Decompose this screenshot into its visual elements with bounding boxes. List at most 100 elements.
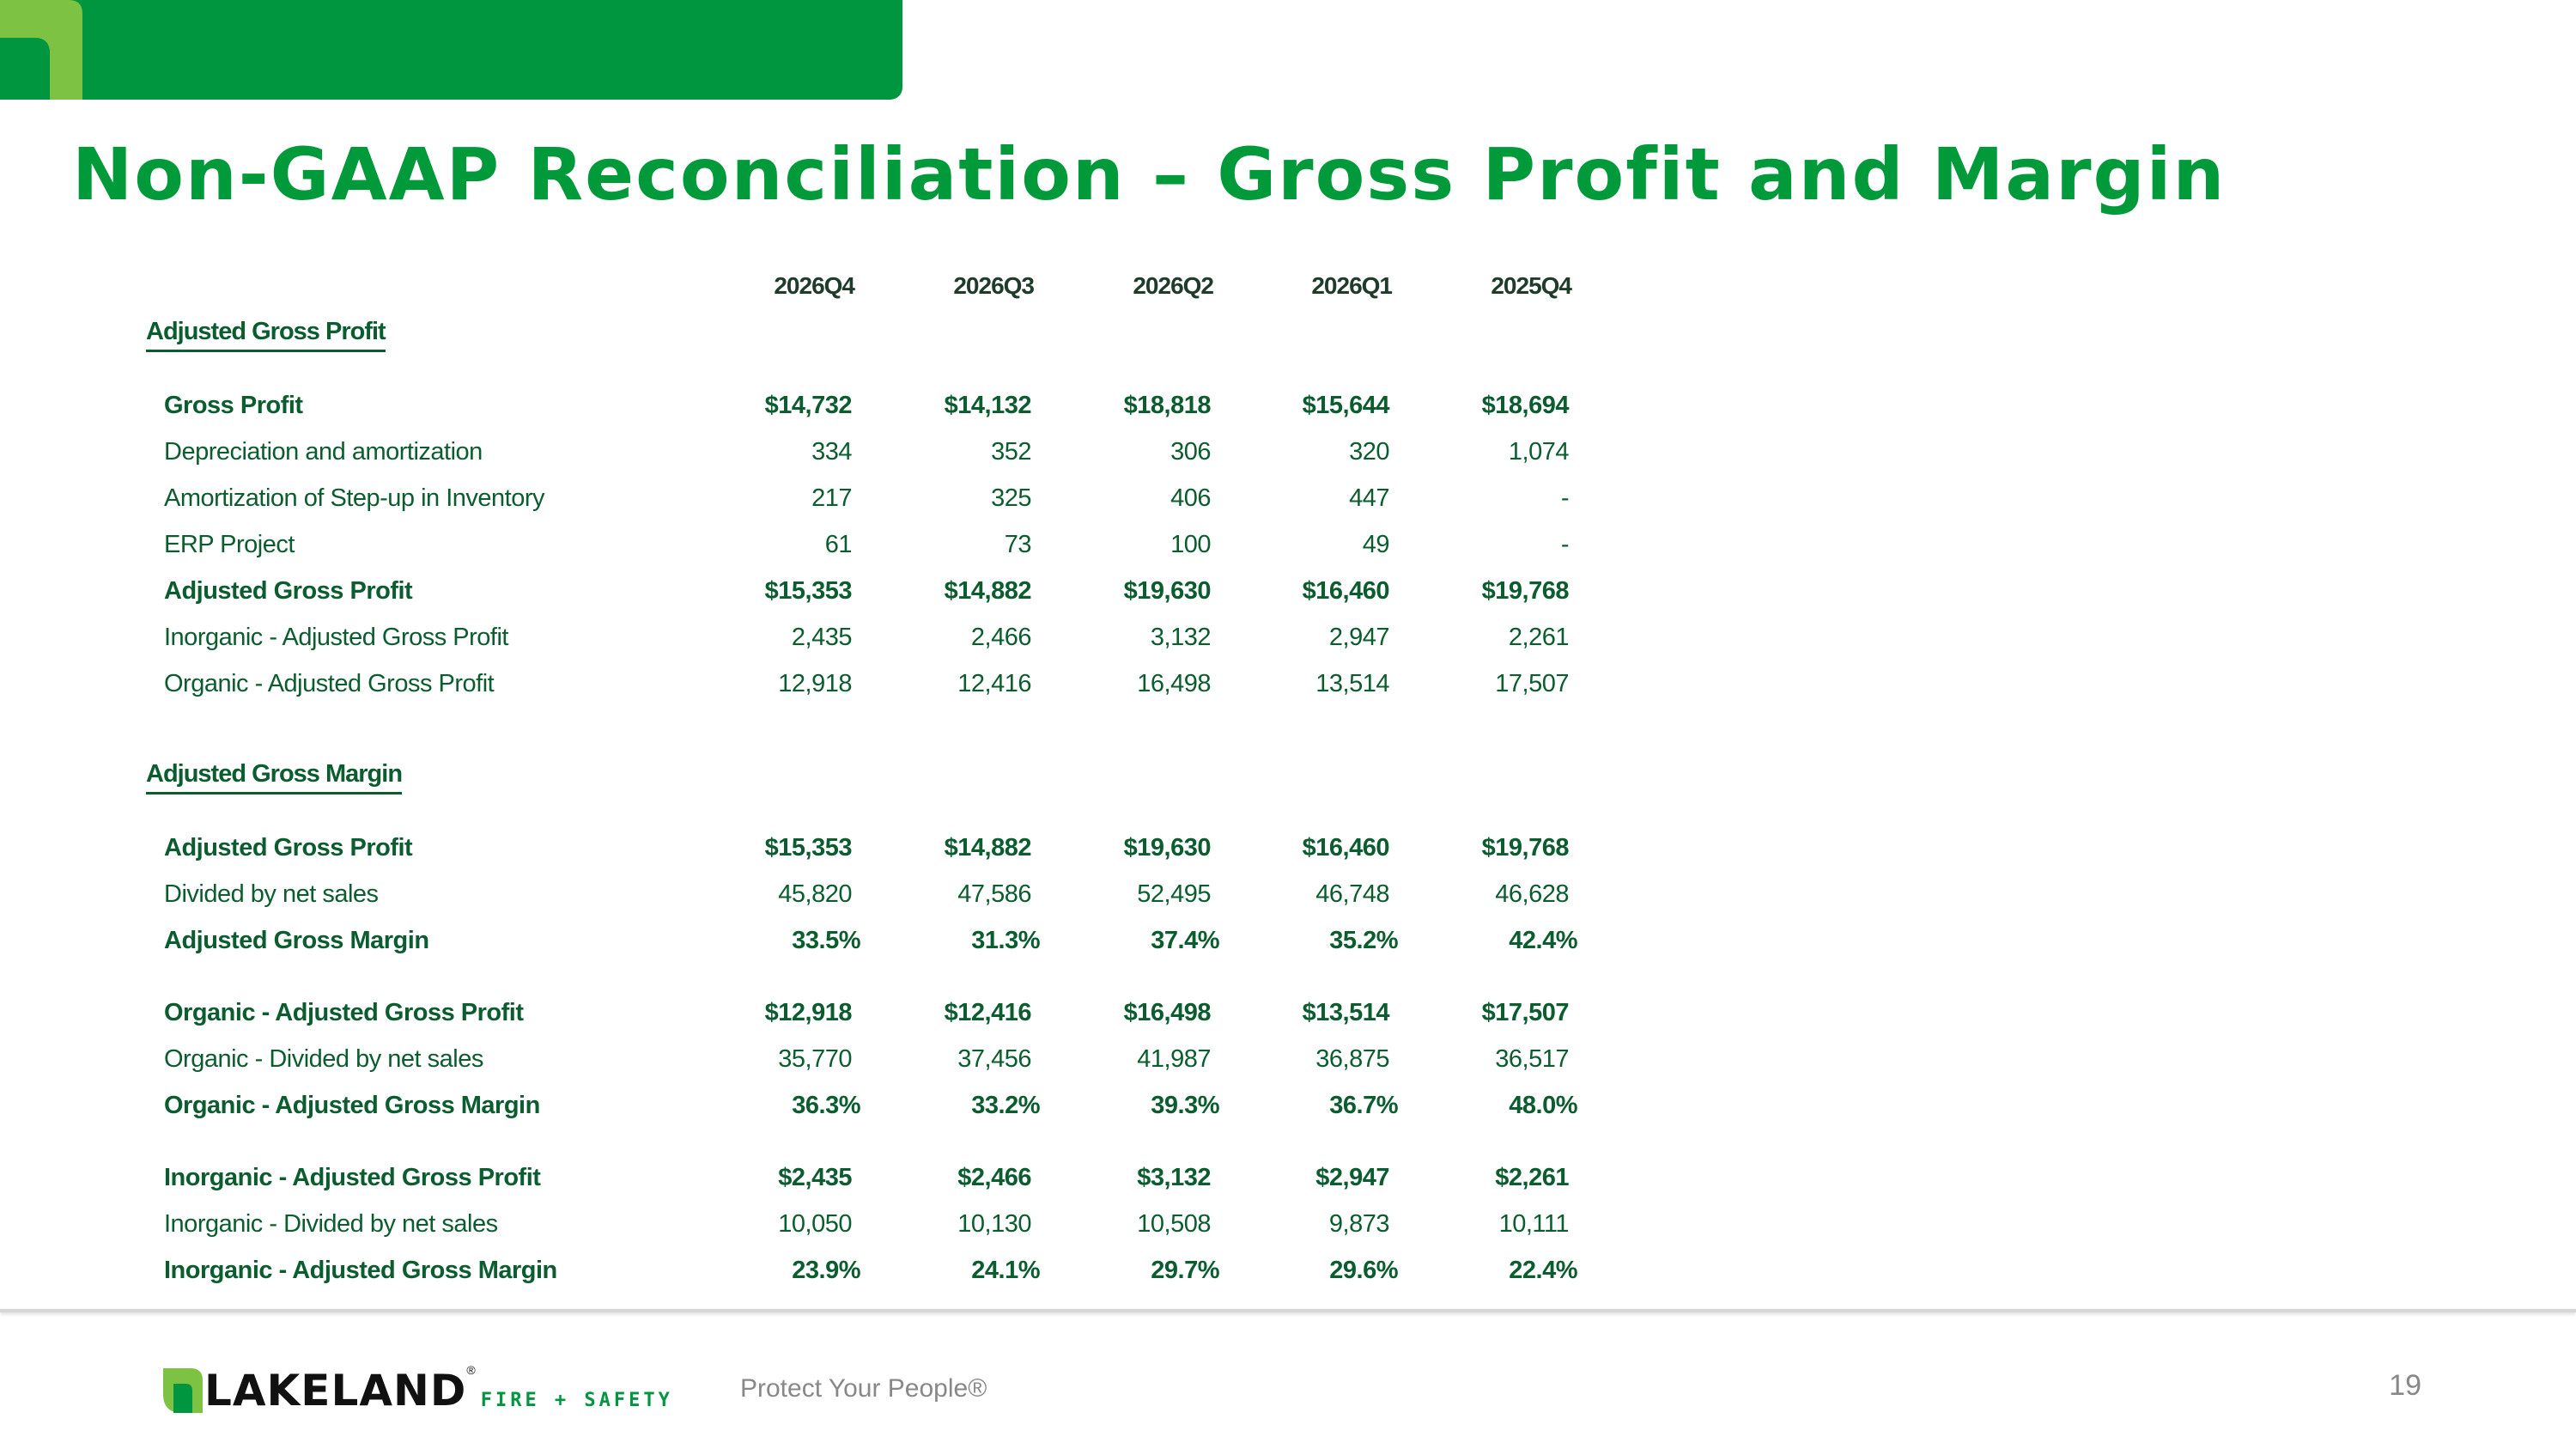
- table-row: Depreciation and amortization 334 352 30…: [0, 435, 1631, 469]
- cell-value: 447: [1349, 484, 1389, 512]
- row-label: ERP Project: [164, 531, 295, 558]
- row-label: Amortization of Step-up in Inventory: [164, 484, 545, 512]
- table-row: Amortization of Step-up in Inventory 217…: [0, 481, 1631, 515]
- cell-value: $2,947: [1315, 1164, 1389, 1191]
- row-label: Adjusted Gross Margin: [164, 927, 429, 954]
- cell-value: 61: [824, 531, 853, 558]
- cell-value: 13,514: [1315, 670, 1389, 697]
- cell-value: 12,918: [778, 670, 852, 697]
- cell-value: $18,818: [1123, 392, 1212, 419]
- row-label: Divided by net sales: [164, 880, 379, 908]
- cell-value: 10,050: [778, 1210, 852, 1238]
- page-number: 19: [2389, 1369, 2421, 1402]
- cell-value: 36,875: [1315, 1045, 1389, 1073]
- row-label: Organic - Divided by net sales: [164, 1045, 483, 1073]
- row-label: Inorganic - Adjusted Gross Profit: [164, 624, 508, 651]
- period-header-2025q4: 2025Q4: [1491, 272, 1572, 299]
- section-title-adjusted-gross-margin: Adjusted Gross Margin: [146, 759, 403, 795]
- row-label: Organic - Adjusted Gross Margin: [164, 1092, 540, 1119]
- cell-value: $12,918: [764, 999, 853, 1026]
- cell-value: $16,498: [1123, 999, 1212, 1026]
- cell-value: $2,435: [778, 1164, 852, 1191]
- cell-value: $19,768: [1481, 577, 1570, 605]
- cell-value: 352: [991, 438, 1031, 466]
- cell-value: 29.6%: [1329, 1257, 1398, 1284]
- cell-value: 48.0%: [1509, 1092, 1577, 1119]
- cell-value: 23.9%: [792, 1257, 860, 1284]
- table-row: Organic - Adjusted Gross Margin 36.3% 33…: [0, 1088, 1631, 1123]
- cell-value: -: [1560, 484, 1570, 512]
- cell-value: $2,466: [957, 1164, 1031, 1191]
- cell-value: 46,628: [1495, 880, 1569, 908]
- cell-value: $18,694: [1481, 392, 1570, 419]
- table-row: Adjusted Gross Profit $15,353 $14,882 $1…: [0, 574, 1631, 608]
- cell-value: 41,987: [1137, 1045, 1211, 1073]
- cell-value: 29.7%: [1151, 1257, 1219, 1284]
- brand-registered-mark: ®: [466, 1363, 476, 1377]
- period-header-2026q4: 2026Q4: [774, 272, 855, 299]
- table-row: Organic - Adjusted Gross Profit $12,918 …: [0, 995, 1631, 1030]
- cell-value: $12,416: [944, 999, 1032, 1026]
- cell-value: 16,498: [1137, 670, 1211, 697]
- row-label: Inorganic - Divided by net sales: [164, 1210, 498, 1238]
- cell-value: $19,768: [1481, 834, 1570, 861]
- brand-logo: LAKELAND ® FIRE + SAFETY: [163, 1361, 673, 1413]
- cell-value: $19,630: [1123, 577, 1212, 605]
- cell-value: $14,882: [944, 577, 1032, 605]
- cell-value: 334: [811, 438, 852, 466]
- row-label: Inorganic - Adjusted Gross Profit: [164, 1164, 541, 1191]
- cell-value: $2,261: [1495, 1164, 1569, 1191]
- cell-value: 1,074: [1508, 438, 1570, 466]
- cell-value: 10,111: [1498, 1210, 1570, 1238]
- cell-value: $15,644: [1302, 392, 1390, 419]
- period-header-2026q3: 2026Q3: [953, 272, 1035, 299]
- cell-value: 10,130: [957, 1210, 1031, 1238]
- cell-value: $14,882: [944, 834, 1032, 861]
- table-row: ERP Project 61 73 100 49 -: [0, 527, 1631, 562]
- row-label: Adjusted Gross Profit: [164, 577, 413, 605]
- cell-value: 47,586: [957, 880, 1031, 908]
- row-label: Depreciation and amortization: [164, 438, 483, 466]
- cell-value: 24.1%: [971, 1257, 1040, 1284]
- cell-value: 2,466: [970, 624, 1032, 651]
- table-row: Organic - Adjusted Gross Profit 12,918 1…: [0, 667, 1631, 701]
- row-label: Organic - Adjusted Gross Profit: [164, 670, 495, 697]
- section-title-adjusted-gross-profit: Adjusted Gross Profit: [146, 317, 386, 352]
- table-row: Inorganic - Adjusted Gross Profit 2,435 …: [0, 620, 1631, 654]
- cell-value: 42.4%: [1509, 927, 1577, 954]
- period-header-2026q1: 2026Q1: [1311, 272, 1393, 299]
- cell-value: $17,507: [1481, 999, 1570, 1026]
- cell-value: 10,508: [1137, 1210, 1211, 1238]
- cell-value: 35.2%: [1329, 927, 1398, 954]
- table-row: Inorganic - Divided by net sales 10,050 …: [0, 1207, 1631, 1241]
- cell-value: $19,630: [1123, 834, 1212, 861]
- cell-value: 320: [1349, 438, 1389, 466]
- table-row: Inorganic - Adjusted Gross Margin 23.9% …: [0, 1253, 1631, 1288]
- brand-subtitle: FIRE + SAFETY: [480, 1390, 673, 1411]
- leaf-logo-icon: [0, 0, 82, 100]
- cell-value: $15,353: [764, 834, 853, 861]
- cell-value: 100: [1170, 531, 1211, 558]
- cell-value: 12,416: [957, 670, 1031, 697]
- cell-value: $16,460: [1302, 834, 1390, 861]
- table-row: Inorganic - Adjusted Gross Profit $2,435…: [0, 1160, 1631, 1195]
- row-label: Inorganic - Adjusted Gross Margin: [164, 1257, 557, 1284]
- cell-value: $16,460: [1302, 577, 1390, 605]
- cell-value: 36,517: [1495, 1045, 1569, 1073]
- cell-value: $3,132: [1137, 1164, 1211, 1191]
- cell-value: 31.3%: [971, 927, 1040, 954]
- cell-value: 2,947: [1328, 624, 1390, 651]
- cell-value: 36.7%: [1329, 1092, 1398, 1119]
- table-row: Adjusted Gross Margin 33.5% 31.3% 37.4% …: [0, 923, 1631, 958]
- table-row: Divided by net sales 45,820 47,586 52,49…: [0, 877, 1631, 911]
- cell-value: 39.3%: [1151, 1092, 1219, 1119]
- period-header-2026q2: 2026Q2: [1133, 272, 1214, 299]
- brand-name: LAKELAND: [204, 1366, 467, 1416]
- cell-value: 406: [1170, 484, 1211, 512]
- table-row: Organic - Divided by net sales 35,770 37…: [0, 1042, 1631, 1076]
- cell-value: 37.4%: [1151, 927, 1219, 954]
- cell-value: 306: [1170, 438, 1211, 466]
- cell-value: 22.4%: [1509, 1257, 1577, 1284]
- cell-value: 325: [991, 484, 1031, 512]
- cell-value: $13,514: [1302, 999, 1390, 1026]
